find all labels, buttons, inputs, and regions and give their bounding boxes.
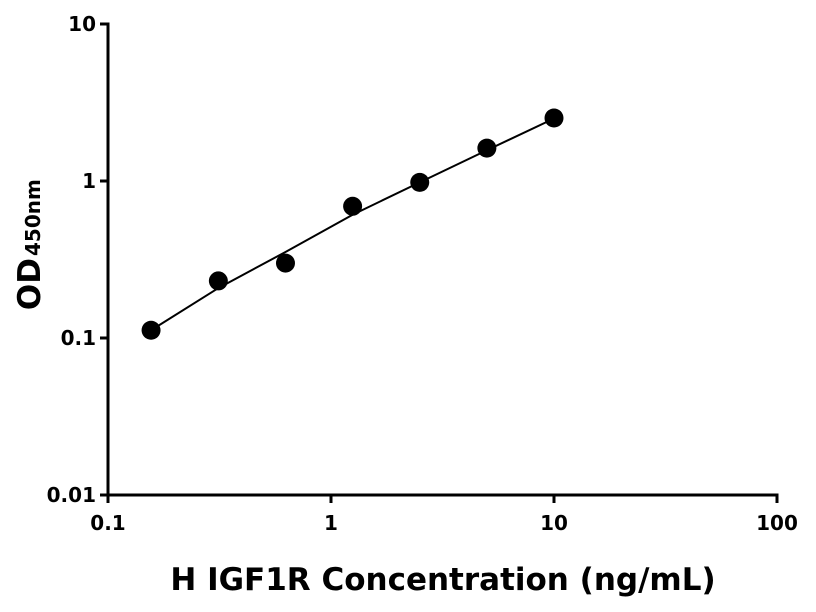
y-axis-label: OD (12, 258, 48, 310)
y-tick-label: 0.1 (61, 326, 96, 350)
x-axis-label: H IGF1R Concentration (ng/mL) (170, 562, 715, 598)
y-axis-label-group: OD 450nm (12, 179, 48, 310)
x-tick-label: 0.1 (90, 511, 125, 535)
data-point (544, 108, 564, 128)
data-point (410, 172, 430, 192)
y-tick-label: 1 (82, 169, 96, 193)
y-tick-label: 0.01 (47, 483, 96, 507)
data-point (208, 271, 228, 291)
data-point (141, 320, 161, 340)
y-axis-label-subscript: 450nm (21, 179, 45, 256)
data-point (343, 196, 363, 216)
data-point (275, 253, 295, 273)
x-tick-label: 1 (324, 511, 338, 535)
x-tick-label: 10 (540, 511, 568, 535)
y-tick-label: 10 (68, 12, 96, 36)
data-point (477, 138, 497, 158)
x-tick-label: 100 (756, 511, 798, 535)
